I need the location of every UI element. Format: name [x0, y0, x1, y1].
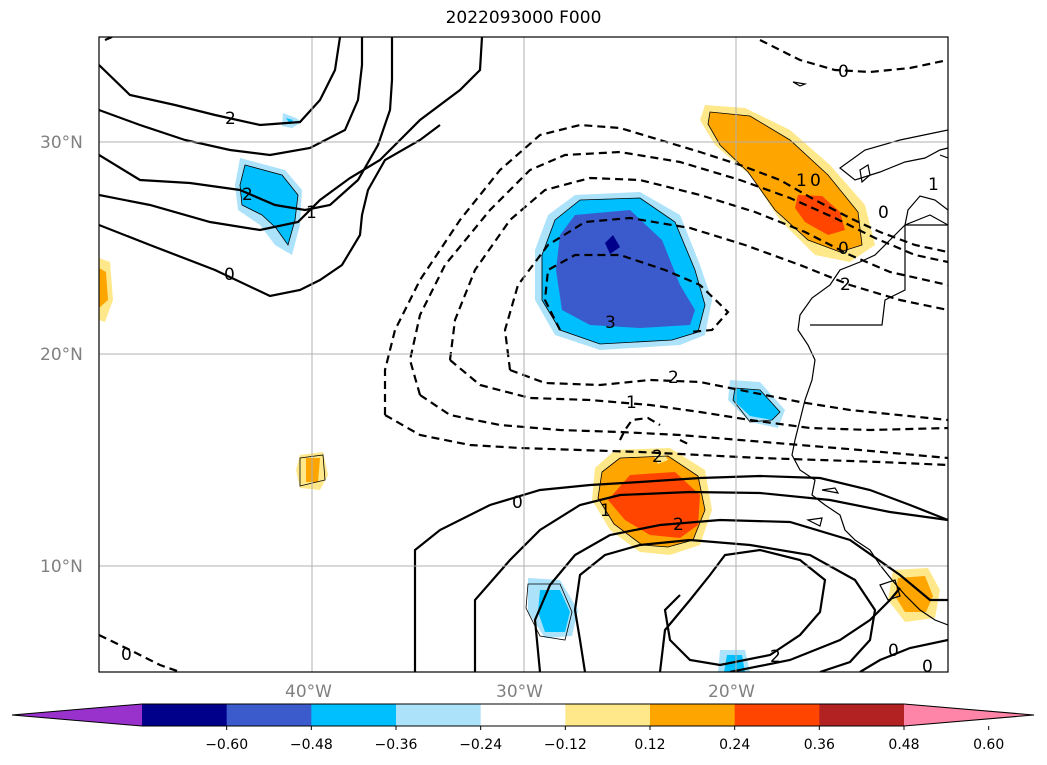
- colorbar-tick-label: 0.24: [719, 737, 750, 753]
- colorbar-tick-label: −0.36: [375, 737, 418, 753]
- blue-shade-center: [535, 192, 712, 350]
- lon-label-30w: 30°W: [496, 682, 543, 702]
- contour-label: 0: [878, 203, 889, 223]
- colorbar-extend-high: [904, 704, 1034, 726]
- colorbar-tick-label: 0.36: [804, 737, 835, 753]
- contour-label: 1: [928, 175, 939, 195]
- colorbar-swatch: [650, 704, 736, 726]
- contour-label: 1: [600, 501, 611, 521]
- colorbar-swatch: [480, 704, 566, 726]
- contour-label: 0: [838, 62, 849, 82]
- contour-label: 2: [225, 109, 236, 129]
- contour-label: 1: [626, 393, 637, 413]
- colorbar-outline: [11, 703, 1035, 727]
- contour-label: 2: [652, 447, 663, 467]
- contour-label: 1: [796, 171, 807, 191]
- colorbar-tick-label: −0.24: [459, 737, 502, 753]
- contour-label: 3: [605, 313, 616, 333]
- lon-labels: 40°W 30°W 20°W: [285, 682, 755, 702]
- contour-label: 2: [840, 275, 851, 295]
- contour-label: 0: [512, 493, 523, 513]
- colorbar-swatch: [734, 704, 820, 726]
- lat-label-10n: 10°N: [40, 557, 83, 577]
- contour-label: 2: [668, 368, 679, 388]
- contour-label: 1: [306, 203, 317, 223]
- contour-label: 0: [838, 239, 849, 259]
- contour-label: 2: [242, 185, 253, 205]
- colorbar-swatch: [819, 704, 905, 726]
- colorbar-tick-label: −0.60: [205, 737, 248, 753]
- lon-label-40w: 40°W: [285, 682, 332, 702]
- colorbar-tick-label: 0.60: [973, 737, 1004, 753]
- colorbar-swatch: [142, 704, 228, 726]
- dashed-contours: [99, 39, 948, 672]
- coastlines: [791, 81, 948, 626]
- map-area: 0 2 1 0 2 1 0 3 2 1 0 1 2 2 0 0 0 0 0 1 …: [99, 37, 948, 677]
- solid-contours: [99, 37, 948, 672]
- colorbar-swatch: [226, 704, 312, 726]
- contour-label: 0: [888, 641, 899, 661]
- contour-label: 0: [121, 645, 132, 665]
- colorbar-tick-label: −0.12: [544, 737, 587, 753]
- contour-label: 0: [922, 657, 933, 677]
- contour-label: 0: [810, 171, 821, 191]
- contour-label: 0: [224, 265, 235, 285]
- lat-label-30n: 30°N: [40, 133, 83, 153]
- colorbar-swatch: [396, 704, 482, 726]
- contour-label: 2: [770, 647, 781, 667]
- colorbar-extend-low: [12, 704, 142, 726]
- colorbar-tick-label: 0.12: [634, 737, 665, 753]
- map-title: 2022093000 F000: [445, 8, 602, 28]
- map-frame: [98, 36, 949, 673]
- lat-label-20n: 20°N: [40, 345, 83, 365]
- lon-label-20w: 20°W: [708, 682, 755, 702]
- colorbar: −0.60 −0.48 −0.36 −0.24 −0.12 0.12 0.24 0.36 0.4…: [11, 703, 1035, 753]
- colorbar-swatch: [311, 704, 397, 726]
- colorbar-tick-label: −0.48: [290, 737, 333, 753]
- shade-outlines: [239, 111, 863, 641]
- contour-labels: 0 2 1 0 2 1 0 3 2 1 0 1 2 2 0 0 0 0 0 1 …: [121, 62, 939, 677]
- contour-label: 2: [673, 515, 684, 535]
- gridlines: [99, 37, 948, 672]
- lat-labels: 30°N 20°N 10°N: [40, 133, 83, 577]
- colorbar-swatch: [565, 704, 651, 726]
- colorbar-tick-label: 0.48: [888, 737, 919, 753]
